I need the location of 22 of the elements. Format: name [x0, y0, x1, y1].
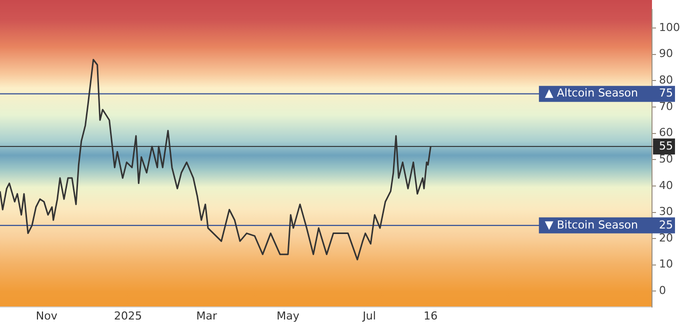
- ref-line-label: ▲ Altcoin Season: [544, 86, 638, 100]
- x-tick-label: 2025: [114, 309, 142, 322]
- y-tick-label: 100: [659, 20, 680, 34]
- y-tick-label: 55: [659, 139, 673, 152]
- y-tick-label: 25: [659, 218, 673, 232]
- x-tick-label: Nov: [36, 309, 58, 322]
- y-tick-label: 90: [659, 47, 673, 60]
- y-tick-label: 30: [659, 205, 673, 218]
- y-tick-label: 75: [659, 86, 673, 100]
- y-tick-label: 50: [659, 152, 673, 166]
- y-tick-label: 80: [659, 74, 673, 87]
- y-tick-label: 20: [659, 231, 673, 244]
- y-tick-label: 10: [659, 258, 673, 271]
- x-tick-label: 16: [424, 309, 438, 322]
- y-tick-label: 70: [659, 100, 673, 113]
- y-tick-label: 0: [659, 284, 666, 298]
- x-tick-label: Jul: [362, 309, 376, 322]
- x-tick-label: May: [276, 309, 300, 322]
- y-tick-label: 60: [659, 126, 673, 140]
- x-tick-label: Mar: [196, 309, 218, 322]
- ref-line-label: ▼ Bitcoin Season: [544, 218, 638, 232]
- y-tick-label: 40: [659, 178, 673, 192]
